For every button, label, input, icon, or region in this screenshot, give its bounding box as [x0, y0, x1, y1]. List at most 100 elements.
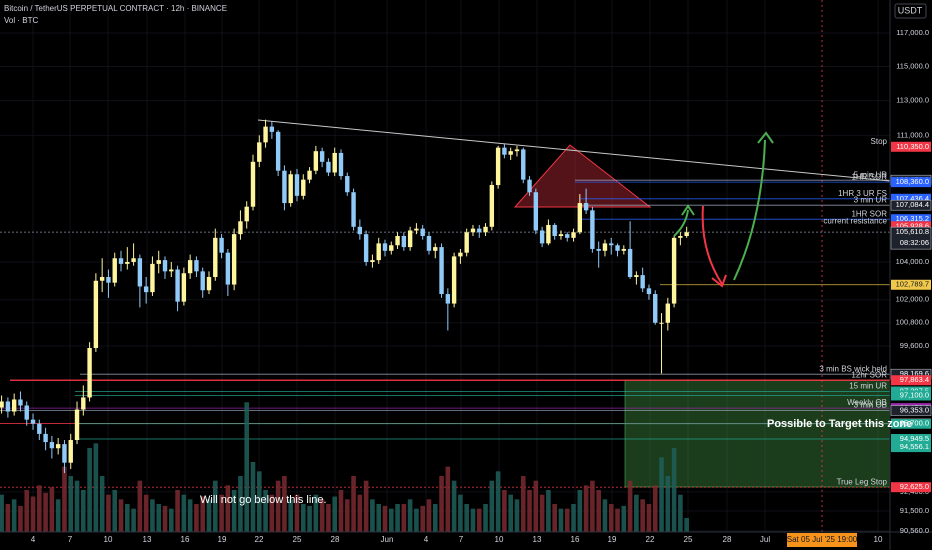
candle-body [332, 152, 337, 173]
candle-body [269, 126, 275, 132]
target-zone [624, 379, 891, 488]
volume-bar [263, 490, 268, 532]
price-label: 108,360.0 [896, 177, 929, 186]
price-box [891, 390, 931, 401]
candle-body [93, 280, 99, 348]
candle-body [596, 248, 601, 251]
price-axis [890, 0, 932, 550]
grid [0, 0, 890, 532]
candle-body [11, 399, 17, 412]
candle-body [106, 277, 111, 283]
volume-bar [143, 494, 149, 532]
volume-bar [678, 494, 683, 532]
volume-bar [627, 480, 633, 532]
candle-body [640, 275, 645, 289]
volume-bar [294, 494, 300, 532]
x-tick-label: 10 [874, 535, 883, 544]
price-label: 94,556.1 [900, 442, 929, 451]
crosshair-box [787, 533, 857, 547]
volume-bar [527, 490, 532, 532]
volume-bar [357, 494, 363, 532]
volume-bar [395, 504, 400, 532]
volume-bar [464, 504, 469, 532]
candle-body [401, 235, 407, 248]
price-label: 105,610.8 [896, 227, 929, 236]
candle-body [477, 228, 482, 233]
x-tick-label: 16 [571, 535, 580, 544]
volume-bar [250, 462, 256, 532]
volume-bar [244, 402, 250, 532]
volume-bar [684, 518, 689, 532]
volume-bar [326, 504, 331, 532]
candle-body [558, 234, 564, 236]
arrow [701, 205, 723, 285]
volume-bar [546, 490, 551, 532]
candle-body [112, 258, 117, 283]
volume-bar [564, 508, 570, 532]
axis-labels: 117,000.0 115,000.0 113,000.0 111,000.0 104,… [31, 28, 932, 544]
volume-bar [162, 505, 168, 532]
candle-body [571, 232, 576, 238]
candle-body [301, 179, 306, 196]
chart-subtitle: Vol · BTC [4, 16, 38, 25]
countdown: 08:32:06 [900, 238, 929, 247]
volume-bar [665, 476, 671, 532]
volume-bar [225, 485, 231, 532]
level-label: current resistance [823, 216, 887, 225]
candle-body [74, 409, 80, 441]
candle-body [131, 258, 136, 262]
candle-body [351, 192, 356, 227]
volume-bar [68, 476, 74, 532]
volume-bar [476, 508, 482, 532]
candle-body [81, 397, 86, 410]
volume-bar [81, 490, 86, 532]
candle-body [326, 161, 331, 173]
candle-body [678, 235, 683, 238]
price-box [891, 177, 931, 188]
candle-body [414, 228, 419, 231]
x-tick-label: 22 [255, 535, 264, 544]
volume-bar [602, 499, 608, 532]
price-label: 96,353.0 [900, 405, 929, 414]
price-box [891, 214, 931, 225]
x-tick-label: 22 [646, 535, 655, 544]
candle-body [502, 147, 507, 155]
candle-body [420, 228, 425, 236]
volume-bar [502, 490, 507, 532]
candle-body [156, 260, 161, 264]
volume-bar [93, 443, 99, 532]
candle-body [125, 261, 130, 264]
candle-body [489, 185, 495, 227]
volume-bar [37, 485, 42, 532]
level-label: Stop [871, 137, 888, 146]
price-box [891, 141, 931, 152]
volume-bar [659, 457, 664, 532]
volume-bar [621, 505, 627, 532]
candle-body [263, 126, 268, 143]
candle-body [313, 151, 319, 171]
candle-body [62, 444, 67, 463]
volume-bar [332, 496, 338, 532]
volume-bar [426, 499, 432, 532]
volume-bar [11, 499, 17, 532]
price-label: 105,928.6 [896, 221, 929, 230]
price-box [891, 442, 931, 453]
volume-bar [0, 494, 4, 532]
level-label: 12hr SOR [851, 370, 887, 379]
volume-bar [571, 504, 576, 532]
candle-body [621, 248, 627, 251]
candle-body [194, 260, 199, 272]
candle-body [634, 275, 639, 278]
candle-body [282, 170, 287, 204]
candle-body [407, 230, 413, 248]
volume-bar [432, 504, 438, 532]
volume-bar [407, 499, 413, 532]
candle-body [602, 243, 608, 251]
volume-bar [344, 499, 350, 532]
price-label: 97,863.4 [900, 375, 929, 384]
candle-body [627, 248, 633, 278]
candle-body [382, 243, 388, 251]
candle-body [37, 423, 42, 434]
